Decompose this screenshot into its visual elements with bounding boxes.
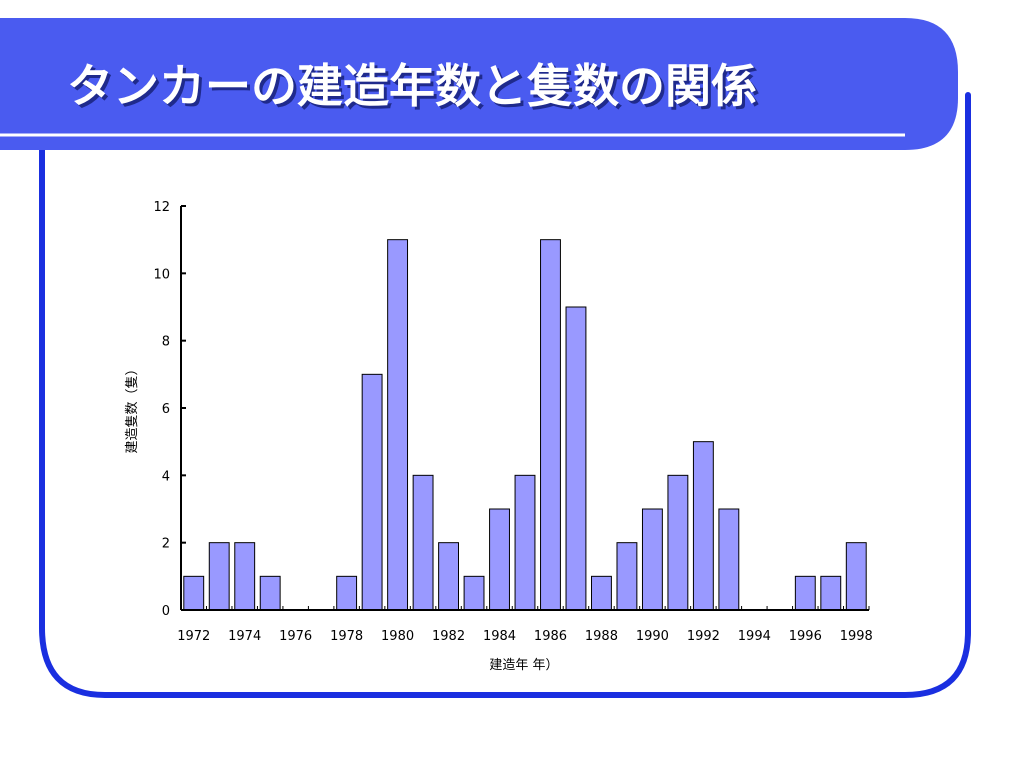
bar-1974 xyxy=(234,542,256,611)
x-tick-label: 1988 xyxy=(585,629,618,644)
x-tick-label: 1986 xyxy=(534,629,567,644)
x-tick-label: 1978 xyxy=(330,629,363,644)
x-tick-label: 1996 xyxy=(789,629,822,644)
bar-1989 xyxy=(616,542,638,611)
bar-1983 xyxy=(463,575,485,611)
x-tick-label: 1992 xyxy=(687,629,720,644)
x-tick-label: 1972 xyxy=(177,629,210,644)
y-axis: 0 2 4 6 8 10 12 xyxy=(153,200,186,619)
bar-1979 xyxy=(361,373,383,611)
x-tick-label: 1994 xyxy=(738,629,771,644)
page-title: タンカーの建造年数と隻数の関係 xyxy=(67,59,757,113)
y-tick-label: 0 xyxy=(162,604,170,619)
x-tick-label: 1976 xyxy=(279,629,312,644)
bars-group xyxy=(183,239,867,611)
x-tick-label: 1980 xyxy=(381,629,414,644)
bar-1972 xyxy=(183,575,205,611)
x-tick-label: 1990 xyxy=(636,629,669,644)
x-tick-label: 1984 xyxy=(483,629,516,644)
bar-1980 xyxy=(387,239,409,611)
bar-1996 xyxy=(794,575,816,611)
bar-1978 xyxy=(336,575,358,611)
bar-1973 xyxy=(208,542,230,611)
y-tick-label: 2 xyxy=(162,537,170,552)
x-tick-label: 1982 xyxy=(432,629,465,644)
bar-1984 xyxy=(489,508,510,611)
content-frame xyxy=(39,92,971,698)
bar-1981 xyxy=(412,474,434,611)
y-tick-label: 12 xyxy=(153,200,170,215)
bar-1991 xyxy=(667,474,689,611)
bar-1998 xyxy=(845,542,867,611)
bar-1985 xyxy=(514,474,536,611)
y-axis-title: 建造隻数（隻） xyxy=(125,362,140,453)
x-axis: 1972 1974 1976 1978 1980 1982 1984 1986 1988 1990… xyxy=(177,606,873,644)
x-tick-label: 1974 xyxy=(228,629,261,644)
bar-1987 xyxy=(565,306,587,611)
y-tick-label: 10 xyxy=(153,267,170,282)
bar-1986 xyxy=(540,239,561,611)
bar-1982 xyxy=(438,542,459,611)
bar-1992 xyxy=(692,441,714,611)
page-title-shadow: タンカーの建造年数と隻数の関係 xyxy=(70,62,760,116)
x-axis-title: 建造年 年） xyxy=(489,658,558,673)
y-tick-label: 4 xyxy=(162,469,170,484)
bar-1993 xyxy=(718,508,740,611)
bar-1997 xyxy=(820,575,842,611)
bar-1990 xyxy=(641,508,663,611)
bar-1988 xyxy=(591,575,612,611)
title-band xyxy=(0,18,958,150)
y-tick-label: 8 xyxy=(162,335,170,350)
y-tick-label: 6 xyxy=(162,402,170,417)
x-tick-label: 1998 xyxy=(840,629,873,644)
bar-1975 xyxy=(259,575,281,611)
